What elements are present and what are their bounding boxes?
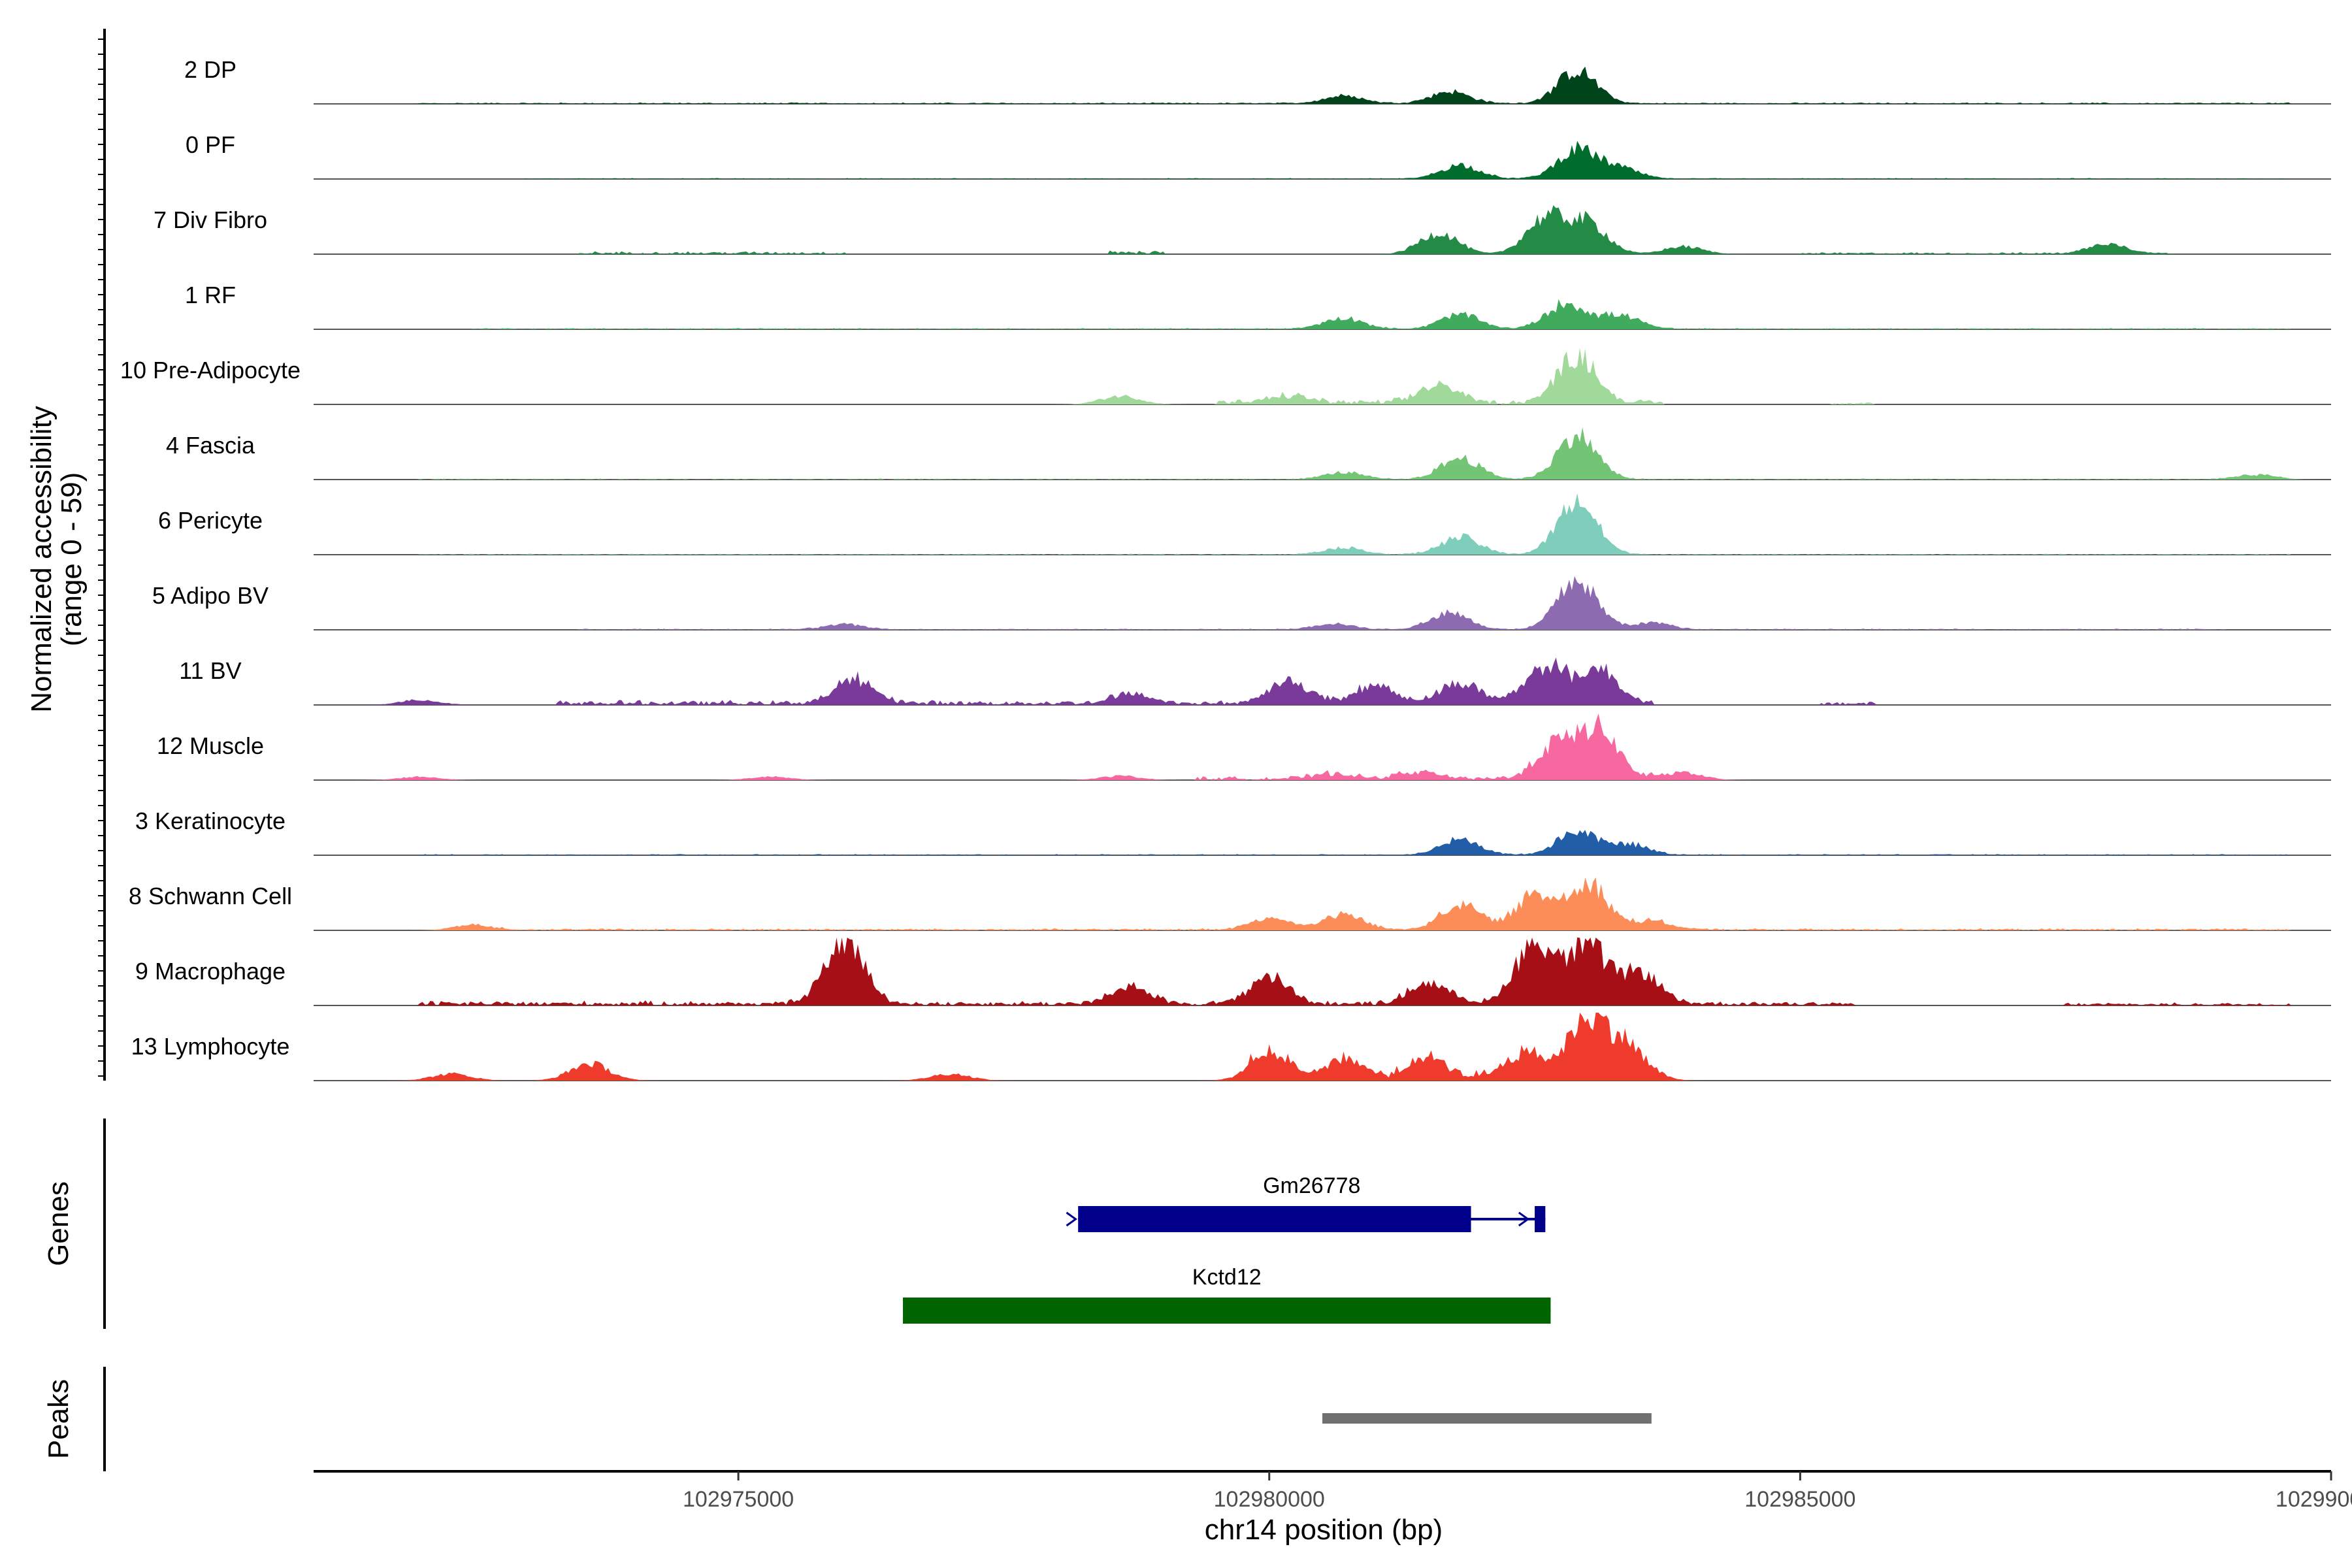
track-9: 11 BV <box>179 657 2331 706</box>
track-label: 3 Keratinocyte <box>135 808 286 834</box>
track-13: 9 Macrophage <box>135 938 2331 1006</box>
x-tick-label: 102975000 <box>683 1487 794 1512</box>
strand-arrow <box>1066 1211 1078 1227</box>
x-axis-title: chr14 position (bp) <box>1205 1514 1443 1546</box>
track-coverage-area <box>314 657 2331 705</box>
x-axis-ticks: 102975000 102980000 102985000 102990000 <box>683 1471 2352 1512</box>
track-coverage-area <box>314 205 2331 254</box>
gene-gm26778: Gm26778 <box>1066 1173 1546 1232</box>
x-tick-label: 102985000 <box>1744 1487 1855 1512</box>
y-axis-title-line1: Normalized accessibility <box>25 406 57 712</box>
track-label: 12 Muscle <box>157 732 264 759</box>
coverage-tracks: 2 DP 0 PF 7 Div Fibro 1 RF 10 Pre-Adipocyte 4… <box>120 56 2331 1081</box>
track-label: 6 Pericyte <box>158 507 263 534</box>
gene-exon <box>1078 1206 1471 1232</box>
peak-bar <box>1322 1413 1652 1424</box>
track-coverage-area <box>314 938 2331 1005</box>
track-label: 13 Lymphocyte <box>131 1033 290 1060</box>
track-label: 8 Schwann Cell <box>129 883 292 909</box>
track-1: 2 DP <box>184 56 2331 105</box>
gene-label: Gm26778 <box>1263 1173 1360 1198</box>
track-14: 13 Lymphocyte <box>131 1013 2331 1081</box>
track-2: 0 PF <box>186 131 2331 180</box>
track-label: 2 DP <box>184 56 237 83</box>
track-coverage-area <box>314 299 2331 329</box>
track-label: 10 Pre-Adipocyte <box>120 357 301 384</box>
gene-exon <box>1535 1206 1546 1232</box>
track-label: 0 PF <box>186 131 235 158</box>
track-label: 1 RF <box>185 282 236 308</box>
track-label: 5 Adipo BV <box>152 582 269 609</box>
x-tick-label: 102990000 <box>2276 1487 2352 1512</box>
peak-regions <box>1322 1413 1652 1424</box>
track-11: 3 Keratinocyte <box>135 808 2331 856</box>
genes-panel-title: Genes <box>42 1181 74 1266</box>
y-axis-title-line2: (range 0 - 59) <box>56 472 88 647</box>
track-label: 7 Div Fibro <box>154 206 267 233</box>
track-label: 4 Fascia <box>166 432 255 459</box>
track-label: 9 Macrophage <box>135 958 286 985</box>
track-10: 12 Muscle <box>157 713 2331 781</box>
gene-kctd12: Kctd12 <box>903 1265 1551 1324</box>
track-4: 1 RF <box>185 282 2331 330</box>
strand-arrow <box>1518 1211 1530 1227</box>
gene-exon <box>903 1298 1551 1324</box>
coverage-y-ticks <box>98 39 105 1077</box>
track-coverage-area <box>314 877 2331 930</box>
track-6: 4 Fascia <box>166 427 2331 480</box>
track-7: 6 Pericyte <box>158 493 2331 555</box>
peaks-panel-title: Peaks <box>42 1379 74 1459</box>
track-5: 10 Pre-Adipocyte <box>120 348 2331 405</box>
track-12: 8 Schwann Cell <box>129 877 2331 931</box>
y-axis-title: Normalized accessibility (range 0 - 59) <box>25 406 88 712</box>
gene-label: Kctd12 <box>1192 1265 1262 1290</box>
track-3: 7 Div Fibro <box>154 205 2331 255</box>
x-tick-label: 102980000 <box>1214 1487 1325 1512</box>
track-8: 5 Adipo BV <box>152 576 2331 630</box>
track-label: 11 BV <box>179 657 241 684</box>
gene-annotations: Gm26778 Kctd12 <box>903 1173 1551 1324</box>
